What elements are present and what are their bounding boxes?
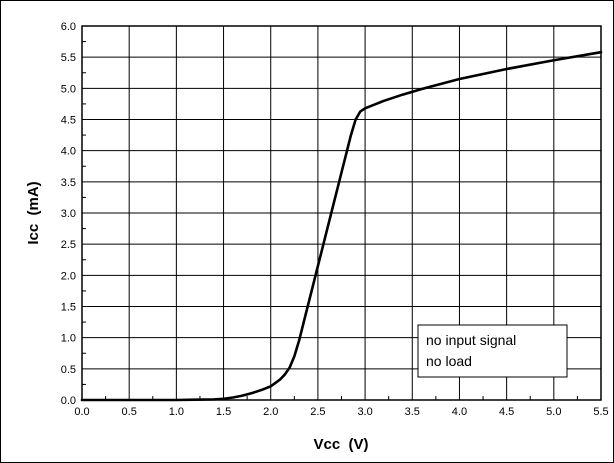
y-tick-label: 3.0: [61, 208, 76, 220]
plot-area: [81, 25, 602, 401]
x-tick-labels: 0.0 0.5 1.0 1.5 2.0 2.5 3.0 3.5 4.0 4.5 5.0 5.5: [74, 406, 608, 418]
annotation-box-border: [417, 324, 568, 378]
annotation-box: no input signal no load: [417, 324, 568, 378]
annotation-line-1: no input signal: [426, 332, 516, 348]
y-tick-label: 1.5: [61, 302, 76, 314]
x-tick-label: 4.5: [499, 406, 514, 418]
x-tick-label: 3.5: [405, 406, 420, 418]
y-axis-title: Icc (mA): [25, 181, 42, 244]
y-tick-label: 0.0: [61, 395, 76, 407]
x-tick-label: 0.5: [122, 406, 137, 418]
y-tick-label: 5.5: [61, 52, 76, 64]
y-tick-label: 6.0: [61, 21, 76, 33]
y-tick-label: 0.5: [61, 364, 76, 376]
y-tick-label: 2.0: [61, 270, 76, 282]
x-tick-label: 3.0: [357, 406, 372, 418]
y-tick-label: 4.0: [61, 146, 76, 158]
y-tick-labels: 0.0 0.5 1.0 1.5 2.0 2.5 3.0 3.5 4.0 4.5 5.0 5.5 6.0: [61, 21, 76, 407]
y-tick-label: 5.0: [61, 83, 76, 95]
x-tick-label: 5.0: [546, 406, 561, 418]
y-tick-label: 3.5: [61, 177, 76, 189]
y-tick-label: 4.5: [61, 115, 76, 127]
x-axis-title: Vcc (V): [313, 436, 368, 453]
y-tick-label: 1.0: [61, 333, 76, 345]
x-tick-label: 5.5: [593, 406, 608, 418]
annotation-line-2: no load: [426, 353, 472, 369]
x-tick-label: 0.0: [74, 406, 89, 418]
x-tick-label: 1.0: [169, 406, 184, 418]
x-tick-label: 1.5: [216, 406, 231, 418]
x-tick-label: 2.0: [263, 406, 278, 418]
series-line-icc: [80, 50, 603, 402]
y-tick-label: 2.5: [61, 239, 76, 251]
x-tick-label: 2.5: [310, 406, 325, 418]
grid: [82, 26, 601, 400]
x-tick-label: 4.0: [452, 406, 467, 418]
